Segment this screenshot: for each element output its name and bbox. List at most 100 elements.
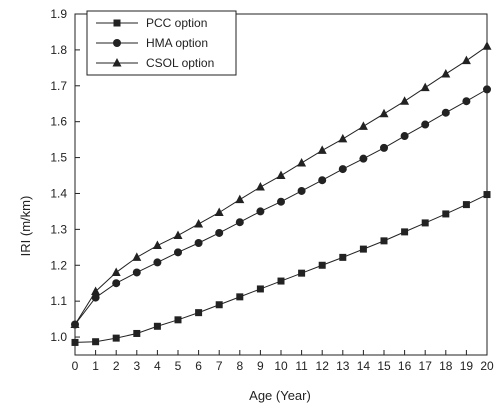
y-tick-label: 1.2 — [50, 258, 67, 272]
x-tick-label: 1 — [92, 359, 99, 373]
legend-entry: HMA option — [96, 36, 208, 50]
x-tick-label: 2 — [113, 359, 120, 373]
data-point — [358, 121, 368, 130]
legend: PCC option HMA option CSOL option — [86, 10, 237, 76]
data-point — [462, 97, 471, 106]
data-point — [462, 201, 470, 209]
x-tick-label: 10 — [274, 359, 288, 373]
data-point — [483, 85, 491, 94]
legend-entry: PCC option — [96, 16, 207, 30]
data-point — [380, 237, 388, 245]
data-point — [153, 322, 161, 330]
data-point — [379, 108, 389, 118]
x-tick-label: 7 — [216, 359, 223, 373]
data-point — [152, 240, 162, 250]
y-tick-label: 1.6 — [50, 115, 67, 129]
data-point — [359, 245, 367, 253]
data-point — [236, 293, 244, 301]
x-tick-label: 4 — [154, 359, 161, 373]
data-point — [276, 170, 286, 180]
data-point — [318, 176, 327, 185]
data-point — [70, 319, 80, 328]
y-tick-label: 1.8 — [50, 43, 67, 57]
y-tick-label: 1.0 — [50, 330, 67, 344]
data-point — [317, 145, 327, 154]
data-point — [194, 218, 204, 228]
data-point — [235, 218, 244, 227]
x-tick-label: 19 — [460, 359, 474, 373]
data-point — [214, 207, 224, 216]
data-point — [235, 194, 245, 204]
data-point — [174, 248, 182, 257]
data-point — [256, 207, 265, 216]
x-tick-label: 6 — [195, 359, 202, 373]
y-tick-label: 1.9 — [50, 7, 67, 21]
y-axis-label-group: IRI (m/km) — [18, 196, 33, 257]
x-tick-label: 8 — [236, 359, 243, 373]
data-point — [338, 165, 347, 174]
x-tick-label: 14 — [357, 359, 371, 373]
legend-label: CSOL option — [146, 56, 214, 70]
data-point — [215, 301, 223, 309]
data-point — [400, 96, 410, 105]
x-tick-label: 9 — [257, 359, 264, 373]
data-point — [441, 68, 451, 78]
data-point — [112, 279, 121, 288]
data-point — [71, 338, 79, 346]
data-point — [420, 82, 430, 92]
y-tick-label: 1.5 — [50, 151, 67, 165]
data-point — [461, 55, 471, 65]
legend-label: PCC option — [146, 16, 207, 30]
data-point — [132, 268, 141, 277]
y-tick-label: 1.1 — [50, 294, 67, 308]
x-tick-label: 5 — [175, 359, 182, 373]
data-point — [174, 316, 182, 324]
data-point — [111, 267, 121, 276]
data-point — [421, 120, 430, 129]
y-tick-label: 1.3 — [50, 222, 67, 236]
x-tick-label: 3 — [133, 359, 140, 373]
x-tick-label: 15 — [377, 359, 391, 373]
legend-entry: CSOL option — [96, 56, 214, 70]
data-point — [338, 133, 348, 143]
data-point — [132, 252, 142, 261]
data-point — [133, 329, 141, 337]
data-point — [277, 277, 285, 285]
data-point — [339, 253, 347, 261]
legend-marker — [112, 58, 122, 67]
data-point — [421, 219, 429, 227]
data-point — [482, 41, 492, 50]
data-point — [380, 143, 388, 152]
data-point — [400, 132, 409, 141]
series-layer — [70, 41, 492, 346]
x-tick-label: 20 — [480, 359, 494, 373]
data-point — [195, 309, 203, 317]
data-point — [255, 182, 265, 191]
x-tick-label: 13 — [336, 359, 350, 373]
data-point — [112, 334, 120, 342]
data-point — [441, 108, 450, 117]
data-point — [153, 258, 162, 267]
data-point — [359, 154, 368, 163]
y-tick-label: 1.7 — [50, 79, 67, 93]
series-square — [71, 191, 491, 346]
data-point — [297, 186, 306, 195]
y-axis-label: IRI (m/km) — [18, 196, 33, 257]
data-point — [91, 286, 101, 295]
data-point — [277, 197, 285, 206]
y-tick-label: 1.4 — [50, 186, 67, 200]
series-circle — [71, 85, 491, 329]
data-point — [442, 210, 450, 218]
x-tick-label: 17 — [419, 359, 433, 373]
data-point — [194, 239, 203, 248]
data-point — [256, 285, 264, 293]
axis-ticks: 0 1 2 3 4 5 6 7 8 9 10 11 12 13 14 15 16 17 18 19 201.01.11.… — [50, 7, 494, 373]
legend-marker — [113, 19, 121, 27]
data-point — [298, 269, 306, 277]
data-point — [297, 157, 307, 167]
x-tick-label: 11 — [295, 359, 308, 373]
data-point — [173, 230, 183, 239]
legend-label: HMA option — [146, 36, 208, 50]
x-tick-label: 12 — [316, 359, 330, 373]
